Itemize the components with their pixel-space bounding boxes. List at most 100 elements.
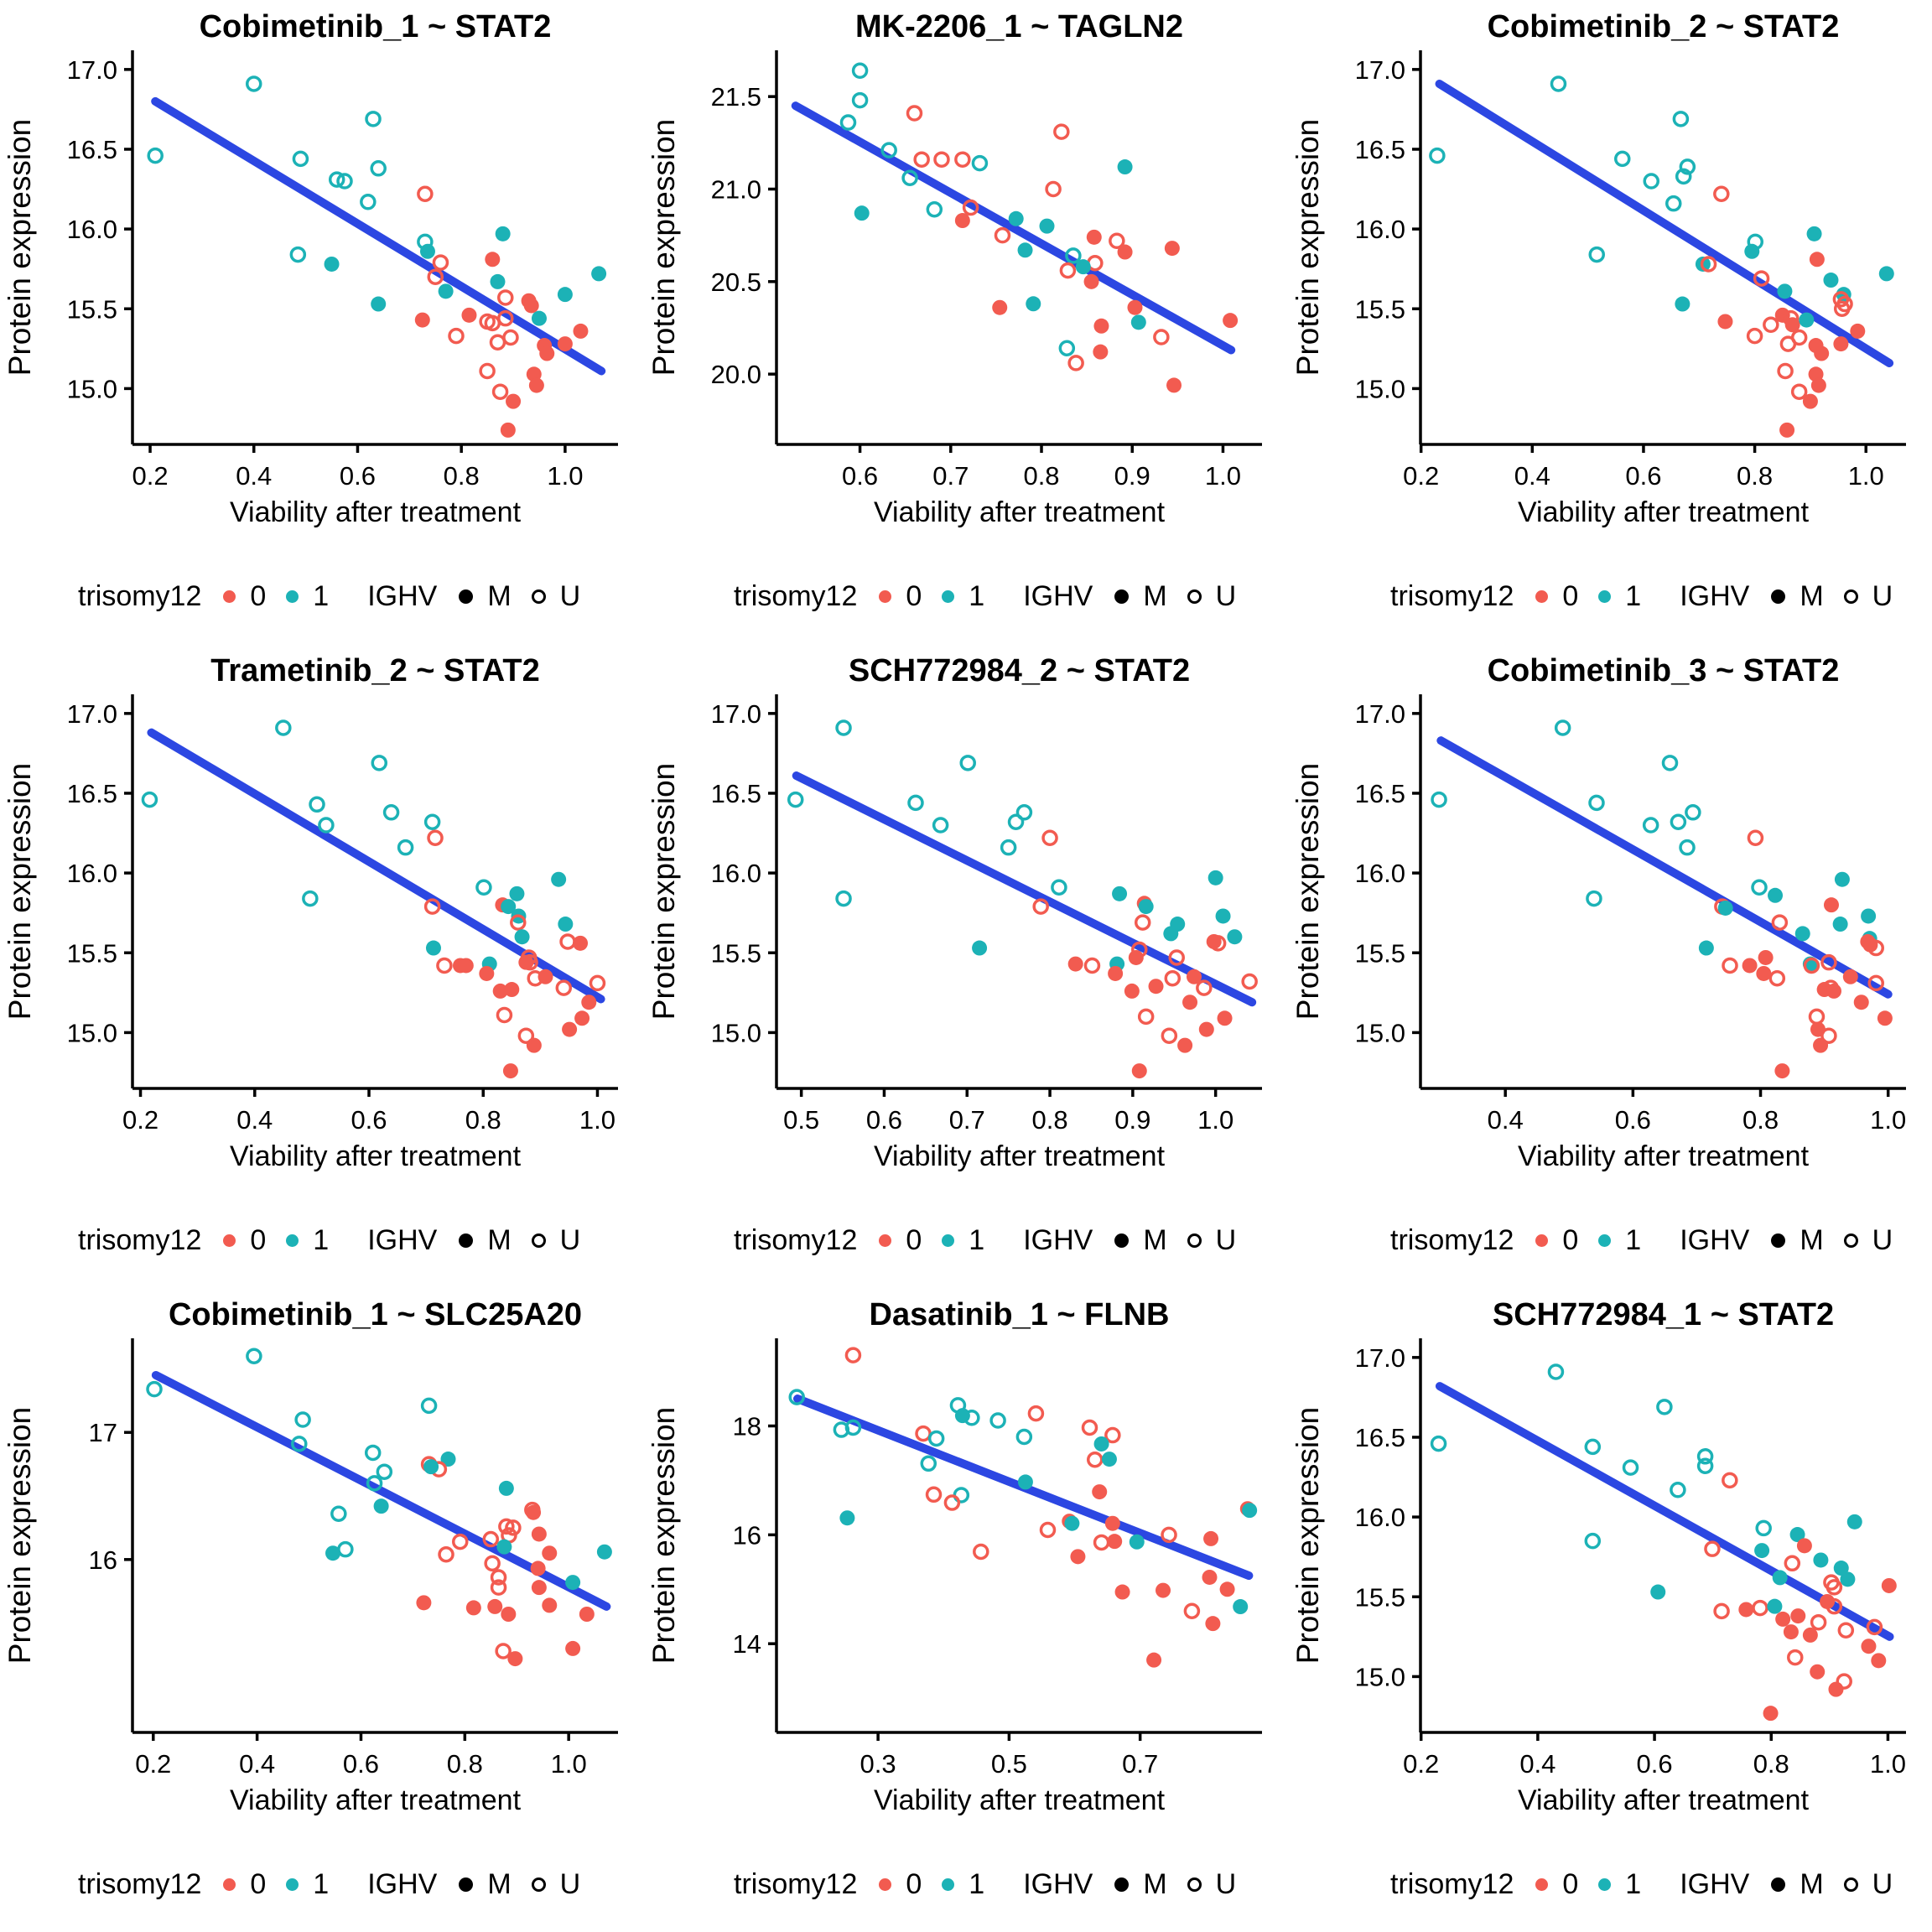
x-tick-label: 0.8 — [1737, 461, 1773, 491]
data-point — [1661, 755, 1679, 771]
y-axis-title: Protein expression — [3, 1407, 37, 1664]
x-tick-label: 0.7 — [932, 461, 969, 491]
data-point — [1027, 1405, 1045, 1422]
data-point — [1696, 1448, 1714, 1465]
data-point — [1679, 158, 1696, 175]
data-point — [364, 1444, 382, 1462]
data-point — [1866, 1618, 1883, 1636]
data-point — [851, 62, 869, 80]
legend-trisomy12-0: 0 — [250, 1224, 267, 1256]
data-point — [933, 151, 950, 168]
data-point — [1168, 949, 1185, 966]
data-point — [436, 957, 453, 974]
data-point — [1017, 1474, 1033, 1490]
data-point — [382, 804, 400, 821]
chart-svg: SCH772984_2 ~ STAT2 15.0 15.5 16.0 16.5 17.0 0… — [647, 653, 1262, 1172]
plot-cobimetinib-2-stat2: Cobimetinib_2 ~ STAT2 15.0 15.5 16.0 16.5 17.… — [1288, 0, 1932, 644]
data-point — [507, 1651, 523, 1667]
data-point — [1698, 940, 1714, 956]
data-point — [370, 160, 387, 177]
data-point — [954, 213, 970, 229]
data-point — [906, 105, 923, 122]
data-point — [1784, 317, 1800, 333]
plot-title: Trametinib_2 ~ STAT2 — [210, 653, 539, 688]
data-point — [147, 147, 164, 164]
data-point — [1758, 949, 1774, 965]
data-point — [839, 1510, 855, 1526]
legend-ighv-m: M — [487, 1868, 512, 1900]
x-tick-label: 0.5 — [991, 1749, 1027, 1779]
y-tick-label: 17.0 — [1355, 1343, 1405, 1373]
y-tick-label: 16 — [733, 1520, 761, 1550]
data-point — [376, 1463, 393, 1480]
y-tick-label: 16.5 — [1355, 135, 1405, 164]
x-tick-label: 1.0 — [1197, 1105, 1233, 1135]
data-point — [1823, 897, 1839, 913]
legend-trisomy12-label: trisomy12 — [78, 1868, 202, 1900]
data-point — [1742, 958, 1758, 974]
plot-title: Dasatinib_1 ~ FLNB — [870, 1297, 1170, 1332]
y-tick-label: 15.5 — [67, 294, 117, 324]
data-point — [1039, 1521, 1057, 1539]
data-point — [1070, 1549, 1086, 1565]
chart-svg: Cobimetinib_1 ~ SLC25A20 16 17 0.2 0.4 0.6 0.8… — [3, 1297, 618, 1816]
data-point — [1203, 1530, 1219, 1546]
x-tick-label: 0.5 — [783, 1105, 819, 1135]
x-tick-label: 1.0 — [551, 1749, 587, 1779]
data-point — [490, 273, 506, 289]
data-point — [530, 1561, 546, 1576]
data-point — [291, 1436, 308, 1452]
data-point — [1861, 1639, 1877, 1654]
x-tick-label: 1.0 — [547, 461, 583, 491]
data-point — [994, 226, 1011, 244]
data-point — [835, 890, 852, 907]
data-point — [294, 1411, 311, 1428]
data-point — [1767, 1598, 1783, 1614]
data-point — [1775, 1611, 1791, 1627]
trisomy12-1-dot-icon — [942, 1234, 955, 1247]
data-point — [419, 243, 435, 259]
data-point — [1129, 1534, 1145, 1550]
data-point — [498, 1518, 515, 1535]
data-point — [324, 256, 340, 272]
legend-trisomy12-0: 0 — [906, 1868, 922, 1900]
y-tick-label: 18 — [733, 1412, 761, 1441]
data-point — [591, 266, 607, 282]
data-point — [397, 839, 414, 856]
x-tick-label: 0.6 — [1625, 461, 1661, 491]
x-tick-label: 1.0 — [579, 1105, 615, 1135]
chart-svg: Cobimetinib_3 ~ STAT2 15.0 15.5 16.0 16.5 17.… — [1291, 653, 1906, 1172]
data-point — [959, 755, 976, 771]
trisomy12-1-dot-icon — [286, 1234, 299, 1247]
plot-dasatinib-1-flnb: Dasatinib_1 ~ FLNB 14 16 18 0.3 0.5 0.7 Viabili… — [644, 1288, 1288, 1932]
plot-sch772984-1-stat2: SCH772984_1 ~ STAT2 15.0 15.5 16.0 16.5 17.0 0… — [1288, 1288, 1932, 1932]
data-point — [1148, 979, 1164, 995]
data-point — [1828, 1681, 1844, 1697]
data-point — [1041, 829, 1058, 847]
data-point — [526, 1037, 542, 1053]
x-axis-title: Viability after treatment — [874, 1784, 1166, 1816]
x-tick-label: 0.6 — [1637, 1749, 1673, 1779]
data-point — [1554, 719, 1571, 736]
legend-ighv-m: M — [1800, 1868, 1824, 1900]
trend-line — [792, 771, 1257, 1007]
data-point — [954, 151, 971, 168]
legend-trisomy12-1: 1 — [313, 580, 330, 612]
ighv-u-open-circle-icon — [1187, 589, 1202, 604]
data-point — [581, 995, 597, 1010]
legend-trisomy12-0: 0 — [1562, 580, 1579, 612]
y-tick-label: 16.5 — [711, 779, 761, 808]
data-point — [448, 327, 465, 345]
data-point — [1768, 887, 1784, 903]
data-point — [1051, 879, 1067, 896]
ighv-m-filled-dot-icon — [1771, 1877, 1786, 1892]
legend-trisomy12-label: trisomy12 — [1390, 1868, 1514, 1900]
data-point — [451, 1533, 469, 1550]
y-tick-label: 21.5 — [711, 82, 761, 112]
y-tick-label: 16.5 — [67, 779, 117, 808]
data-point — [1643, 173, 1659, 190]
data-point — [1836, 1673, 1852, 1690]
data-point — [1754, 1543, 1770, 1559]
data-point — [371, 296, 387, 312]
chart-svg: Trametinib_2 ~ STAT2 15.0 15.5 16.0 16.5 17.0… — [3, 653, 618, 1172]
